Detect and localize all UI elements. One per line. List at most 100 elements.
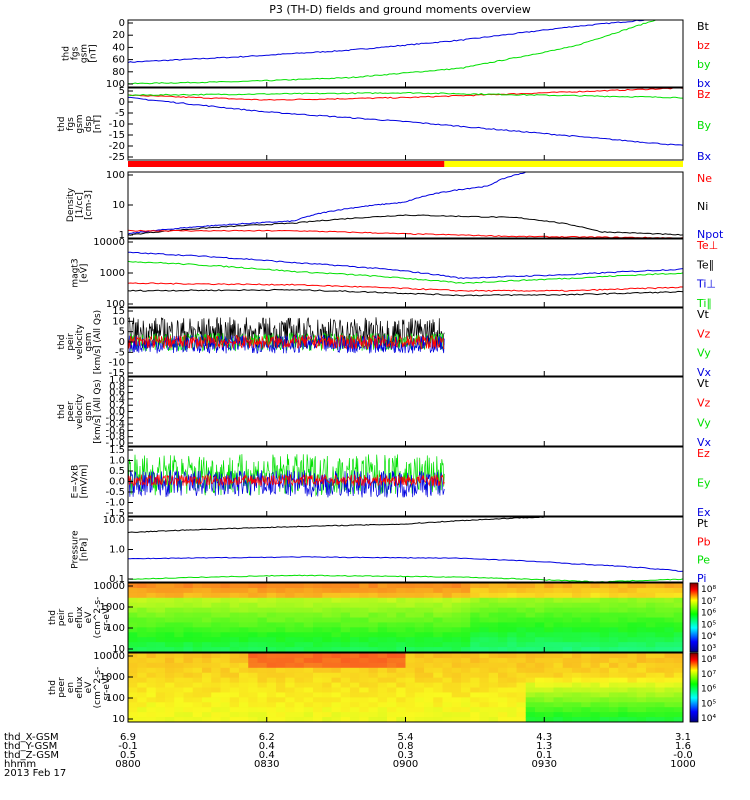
spectrogram-cell bbox=[359, 607, 369, 614]
spectrogram-cell bbox=[137, 712, 147, 718]
spectrogram-cell bbox=[572, 597, 582, 604]
spectrogram-cell bbox=[581, 712, 591, 718]
spectrogram-cell bbox=[183, 583, 194, 589]
spectrogram-cell bbox=[192, 612, 203, 618]
spectrogram-cell bbox=[220, 622, 231, 628]
spectrogram-cell bbox=[220, 662, 231, 669]
spectrogram-cell bbox=[377, 697, 388, 703]
spectrogram-cell bbox=[461, 627, 471, 633]
spectrogram-cell bbox=[155, 697, 166, 703]
spectrogram-cell bbox=[424, 602, 434, 609]
spectrogram-cell bbox=[396, 697, 406, 703]
spectrogram-cell bbox=[303, 662, 314, 669]
spectrogram-cell bbox=[488, 607, 499, 614]
ytick-label: -0.6 bbox=[105, 425, 125, 436]
spectrogram-cell bbox=[165, 687, 175, 693]
ytick-label: 0.2 bbox=[109, 400, 125, 411]
spectrogram-cell bbox=[239, 622, 249, 628]
spectrogram-cell bbox=[359, 707, 369, 713]
spectrogram-cell bbox=[155, 632, 166, 638]
spectrogram-cell bbox=[488, 697, 499, 703]
spectrogram-cell bbox=[535, 587, 545, 594]
spectrogram-cell bbox=[285, 707, 295, 713]
spectrogram-cell bbox=[562, 692, 573, 698]
spectrogram-cell bbox=[581, 672, 591, 679]
spectrogram-cell bbox=[590, 637, 601, 643]
spectrogram-cell bbox=[137, 592, 147, 599]
spectrogram-cell bbox=[313, 667, 323, 674]
spectrogram-cell bbox=[451, 647, 462, 653]
spectrogram-cell bbox=[535, 602, 545, 609]
spectrogram-cell bbox=[442, 597, 453, 604]
spectrogram-cell bbox=[442, 583, 453, 589]
spectrogram-cell bbox=[618, 647, 628, 653]
spectrogram-cell bbox=[396, 662, 406, 669]
spectrogram-cell bbox=[405, 587, 416, 594]
ylabel-line: velocity bbox=[75, 393, 85, 429]
spectrogram-cell bbox=[183, 622, 194, 628]
spectrogram-cell bbox=[313, 717, 323, 723]
spectrogram-cell bbox=[442, 622, 453, 628]
status-bar-yellow bbox=[444, 161, 683, 167]
spectrogram-cell bbox=[553, 632, 564, 638]
spectrogram-cell bbox=[655, 717, 665, 723]
spectrogram-cell bbox=[572, 702, 582, 708]
ytick-label: -0.5 bbox=[105, 487, 125, 498]
ylabel-line: [nT] bbox=[93, 115, 103, 133]
spectrogram-cell bbox=[266, 677, 277, 684]
spectrogram-cell bbox=[248, 597, 258, 604]
spectrogram-cell bbox=[229, 612, 240, 618]
spectrogram-cell bbox=[211, 632, 221, 638]
ephemeris-value: 0.5 bbox=[120, 750, 136, 761]
spectrogram-cell bbox=[146, 712, 157, 718]
ytick-label: -5 bbox=[115, 108, 125, 119]
spectrogram-cell bbox=[266, 627, 277, 633]
spectrogram-cell bbox=[266, 622, 277, 628]
spectrogram-cell bbox=[174, 677, 184, 684]
spectrogram-cell bbox=[424, 687, 434, 693]
spectrogram-cell bbox=[609, 657, 619, 664]
spectrogram-cell bbox=[266, 602, 277, 609]
legend-Ey: Ey bbox=[697, 477, 711, 490]
spectrogram-cell bbox=[183, 637, 194, 643]
spectrogram-cell bbox=[396, 627, 406, 633]
spectrogram-cell bbox=[359, 687, 369, 693]
spectrogram-cell bbox=[470, 637, 480, 643]
spectrogram-cell bbox=[313, 672, 323, 679]
spectrogram-cell bbox=[276, 597, 286, 604]
spectrogram-cell bbox=[655, 662, 665, 669]
spectrogram-cell bbox=[313, 607, 323, 614]
spectrogram-cell bbox=[202, 707, 212, 713]
ytick-label: 1 bbox=[119, 230, 125, 241]
spectrogram-cell bbox=[229, 682, 240, 688]
spectrogram-cell bbox=[137, 583, 147, 589]
spectrogram-cell bbox=[581, 602, 591, 609]
spectrogram-cell bbox=[220, 637, 231, 643]
spectrogram-cell bbox=[303, 712, 314, 718]
spectrogram-cell bbox=[257, 702, 268, 708]
spectrogram-cell bbox=[220, 717, 231, 723]
spectrogram-cell bbox=[137, 627, 147, 633]
spectrogram-cell bbox=[488, 647, 499, 653]
spectrogram-cell bbox=[433, 712, 443, 718]
spectrogram-cell bbox=[303, 607, 314, 614]
spectrogram-cell bbox=[155, 607, 166, 614]
spectrogram-cell bbox=[192, 627, 203, 633]
spectrogram-cell bbox=[470, 592, 480, 599]
spectrogram-cell bbox=[544, 637, 554, 643]
spectrogram-cell bbox=[211, 667, 221, 674]
spectrogram-cell bbox=[285, 637, 295, 643]
spectrogram-cell bbox=[387, 637, 397, 643]
spectrogram-cell bbox=[313, 657, 323, 664]
spectrogram-cell bbox=[618, 662, 628, 669]
spectrogram-cell bbox=[646, 712, 656, 718]
spectrogram-cell bbox=[137, 617, 147, 623]
spectrogram-cell bbox=[646, 677, 656, 684]
spectrogram-cell bbox=[424, 717, 434, 723]
spectrogram-cell bbox=[155, 653, 166, 659]
spectrogram-cell bbox=[572, 653, 582, 659]
spectrogram-cell bbox=[627, 587, 638, 594]
legend-Ne: Ne bbox=[697, 172, 712, 185]
spectrogram-cell bbox=[276, 622, 286, 628]
spectrogram-cell bbox=[340, 622, 351, 628]
